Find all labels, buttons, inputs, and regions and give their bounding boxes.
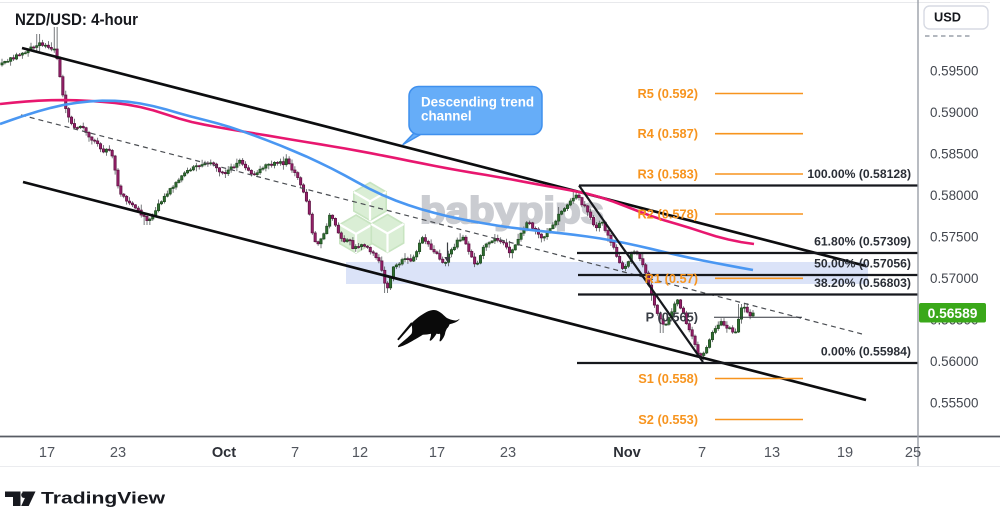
svg-text:61.80% (0.57309): 61.80% (0.57309) [814, 235, 911, 249]
svg-text:50.00% (0.57056): 50.00% (0.57056) [814, 257, 911, 271]
svg-text:100.00% (0.58128): 100.00% (0.58128) [807, 167, 911, 181]
svg-text:R4 (0.587): R4 (0.587) [638, 126, 698, 141]
svg-text:S2 (0.553): S2 (0.553) [638, 412, 698, 427]
svg-text:0.57500: 0.57500 [930, 230, 978, 245]
svg-text:0.58000: 0.58000 [930, 188, 978, 203]
svg-text:TradingView: TradingView [41, 490, 165, 508]
svg-text:7: 7 [291, 445, 299, 461]
svg-text:channel: channel [421, 109, 472, 124]
svg-text:P (0.565): P (0.565) [646, 310, 698, 325]
svg-text:Descending trend: Descending trend [421, 95, 534, 110]
svg-text:R1 (0.57): R1 (0.57) [645, 271, 698, 286]
svg-text:USD: USD [934, 10, 961, 25]
svg-text:R5 (0.592): R5 (0.592) [638, 86, 698, 101]
svg-text:23: 23 [110, 445, 126, 461]
svg-text:38.20% (0.56803): 38.20% (0.56803) [814, 276, 911, 290]
svg-text:0.56000: 0.56000 [930, 354, 978, 369]
svg-text:0.57000: 0.57000 [930, 271, 978, 286]
svg-text:0.56589: 0.56589 [928, 306, 978, 321]
svg-text:17: 17 [39, 445, 55, 461]
svg-text:17: 17 [429, 445, 445, 461]
svg-text:babypips: babypips [420, 190, 604, 231]
svg-text:Nov: Nov [613, 445, 641, 461]
svg-text:0.59000: 0.59000 [930, 105, 978, 120]
svg-text:R2 (0.578): R2 (0.578) [638, 207, 698, 222]
svg-text:0.58500: 0.58500 [930, 147, 978, 162]
svg-text:R3 (0.583): R3 (0.583) [638, 167, 698, 182]
svg-text:0.00% (0.55984): 0.00% (0.55984) [821, 345, 911, 359]
svg-text:23: 23 [500, 445, 516, 461]
svg-text:0.55500: 0.55500 [930, 396, 978, 411]
svg-text:Oct: Oct [212, 445, 236, 461]
svg-text:S1 (0.558): S1 (0.558) [638, 371, 698, 386]
svg-text:13: 13 [764, 445, 780, 461]
svg-text:NZD/USD: 4-hour: NZD/USD: 4-hour [15, 11, 139, 29]
svg-text:19: 19 [837, 445, 853, 461]
svg-text:0.59500: 0.59500 [930, 64, 978, 79]
svg-text:7: 7 [698, 445, 706, 461]
svg-text:12: 12 [352, 445, 368, 461]
svg-text:25: 25 [905, 445, 921, 461]
